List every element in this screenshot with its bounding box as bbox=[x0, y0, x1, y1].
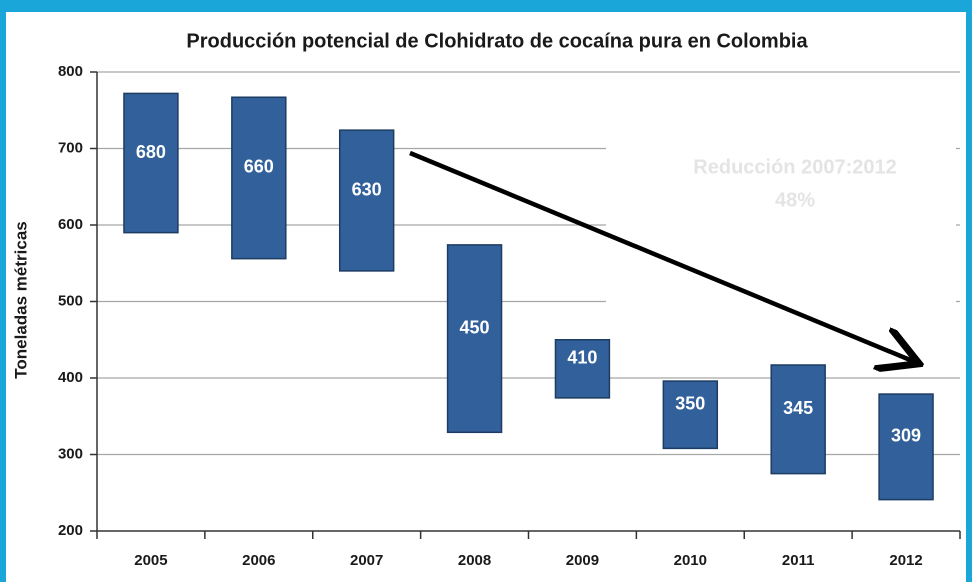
annotation-box bbox=[606, 80, 956, 365]
y-tick-label: 400 bbox=[58, 369, 83, 386]
data-label: 309 bbox=[891, 426, 921, 446]
y-tick-label: 300 bbox=[58, 445, 83, 462]
x-tick-label: 2008 bbox=[458, 552, 491, 569]
y-axis-label: Toneladas métricas bbox=[11, 221, 30, 378]
data-label: 350 bbox=[675, 393, 705, 413]
x-tick-label: 2007 bbox=[350, 552, 383, 569]
x-tick-label: 2006 bbox=[242, 552, 275, 569]
data-label: 410 bbox=[567, 348, 597, 368]
bar bbox=[554, 339, 611, 399]
y-tick-label: 800 bbox=[58, 63, 83, 80]
x-tick-label: 2011 bbox=[782, 552, 815, 569]
bar bbox=[231, 96, 287, 260]
bar bbox=[123, 92, 179, 234]
x-tick-label: 2005 bbox=[134, 552, 167, 569]
chart-title: Producción potencial de Clohidrato de co… bbox=[186, 30, 808, 52]
bar bbox=[662, 380, 719, 450]
x-tick-label: 2009 bbox=[566, 552, 599, 569]
y-tick-label: 600 bbox=[58, 216, 83, 233]
data-label: 660 bbox=[244, 157, 274, 177]
bar bbox=[446, 244, 503, 434]
y-tick-label: 500 bbox=[58, 292, 83, 309]
bar bbox=[338, 129, 395, 272]
bar bbox=[878, 393, 934, 501]
trend-arrow bbox=[409, 150, 915, 362]
x-tick-label: 2012 bbox=[889, 552, 922, 569]
data-label: 680 bbox=[136, 142, 166, 162]
annotation: 48% bbox=[775, 189, 815, 211]
y-tick-label: 200 bbox=[58, 522, 83, 539]
data-label: 630 bbox=[352, 179, 382, 199]
bar bbox=[770, 364, 826, 475]
annotation: Reducción 2007:2012 bbox=[693, 156, 896, 178]
y-tick-label: 700 bbox=[58, 139, 83, 156]
x-tick-label: 2010 bbox=[674, 552, 707, 569]
data-label: 345 bbox=[783, 398, 813, 418]
data-label: 450 bbox=[460, 317, 490, 337]
